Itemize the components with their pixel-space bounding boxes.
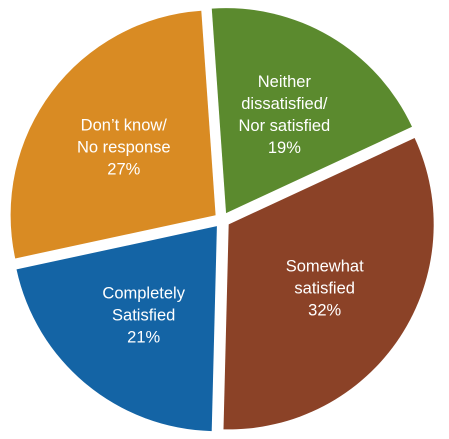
slice-percent-label: 32% bbox=[308, 301, 341, 319]
slice-percent-label: 19% bbox=[268, 139, 301, 157]
slice-percent-label: 21% bbox=[127, 329, 160, 347]
slice-category-label: Satisfied bbox=[112, 307, 175, 325]
pie-slice-group-3: Completely Satisfied 21% bbox=[16, 226, 217, 432]
slice-label-3: Completely Satisfied 21% bbox=[102, 285, 185, 347]
pie-slice-4 bbox=[10, 10, 216, 259]
slice-category-label: dissatisfied/ bbox=[241, 95, 328, 113]
slice-category-label: Neither bbox=[258, 73, 312, 91]
slice-category-label: Completely bbox=[102, 285, 185, 303]
pie-slice-group-1: Neither dissatisfied/Nor satisfied 19% bbox=[211, 8, 412, 214]
slice-category-label: Nor satisfied bbox=[239, 117, 331, 135]
pie-slice-2 bbox=[223, 138, 434, 430]
slice-category-label: satisfied bbox=[294, 279, 355, 297]
slice-category-label: No response bbox=[77, 138, 171, 156]
slice-category-label: Don’t know/ bbox=[81, 116, 168, 134]
pie-slice-1 bbox=[211, 8, 412, 214]
slice-label-2: Somewhat satisfied 32% bbox=[286, 257, 364, 319]
pie-slice-group-4: Don’t know/No response 27% bbox=[10, 10, 216, 259]
slice-percent-label: 27% bbox=[107, 160, 140, 178]
slice-category-label: Somewhat bbox=[286, 257, 364, 275]
pie-slice-group-2: Somewhat satisfied 32% bbox=[223, 138, 434, 430]
pie-slice-3 bbox=[16, 226, 217, 432]
slice-label-4: Don’t know/No response 27% bbox=[77, 116, 171, 178]
slice-label-1: Neither dissatisfied/Nor satisfied 19% bbox=[239, 73, 331, 157]
